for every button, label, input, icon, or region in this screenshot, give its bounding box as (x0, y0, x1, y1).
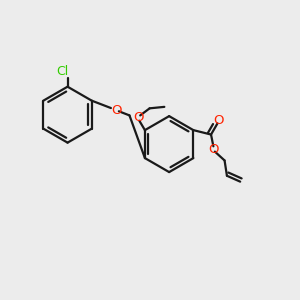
Text: O: O (133, 111, 144, 124)
Text: O: O (213, 114, 224, 127)
Text: Cl: Cl (56, 65, 69, 79)
Text: O: O (111, 103, 122, 117)
Text: O: O (208, 143, 219, 156)
